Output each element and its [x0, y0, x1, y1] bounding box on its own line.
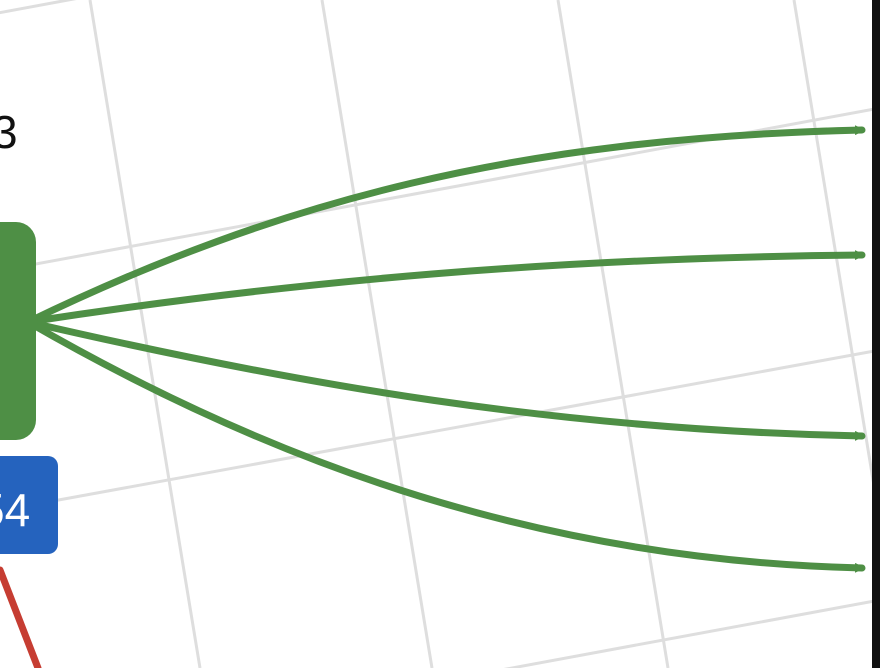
grid-line — [556, 0, 670, 668]
viewport-right-border — [872, 0, 880, 668]
node-3[interactable] — [0, 222, 36, 440]
grid-line — [0, 348, 880, 513]
node-label: 3 — [0, 106, 18, 158]
outgoing-edges — [24, 125, 866, 573]
incoming-edge — [0, 566, 42, 668]
outgoing-edge — [24, 318, 866, 573]
node-body[interactable] — [0, 222, 36, 440]
badge-value: 54 — [0, 484, 30, 536]
grid-line — [0, 0, 77, 15]
grid-line — [88, 0, 202, 668]
grid-line — [792, 0, 880, 532]
outgoing-edge — [24, 318, 866, 441]
node-badge: 54 — [0, 456, 58, 554]
grid-line — [320, 0, 434, 668]
badge-background — [0, 456, 58, 554]
outgoing-edge — [24, 125, 866, 326]
grid-line — [503, 598, 880, 668]
outgoing-edge — [24, 250, 866, 326]
